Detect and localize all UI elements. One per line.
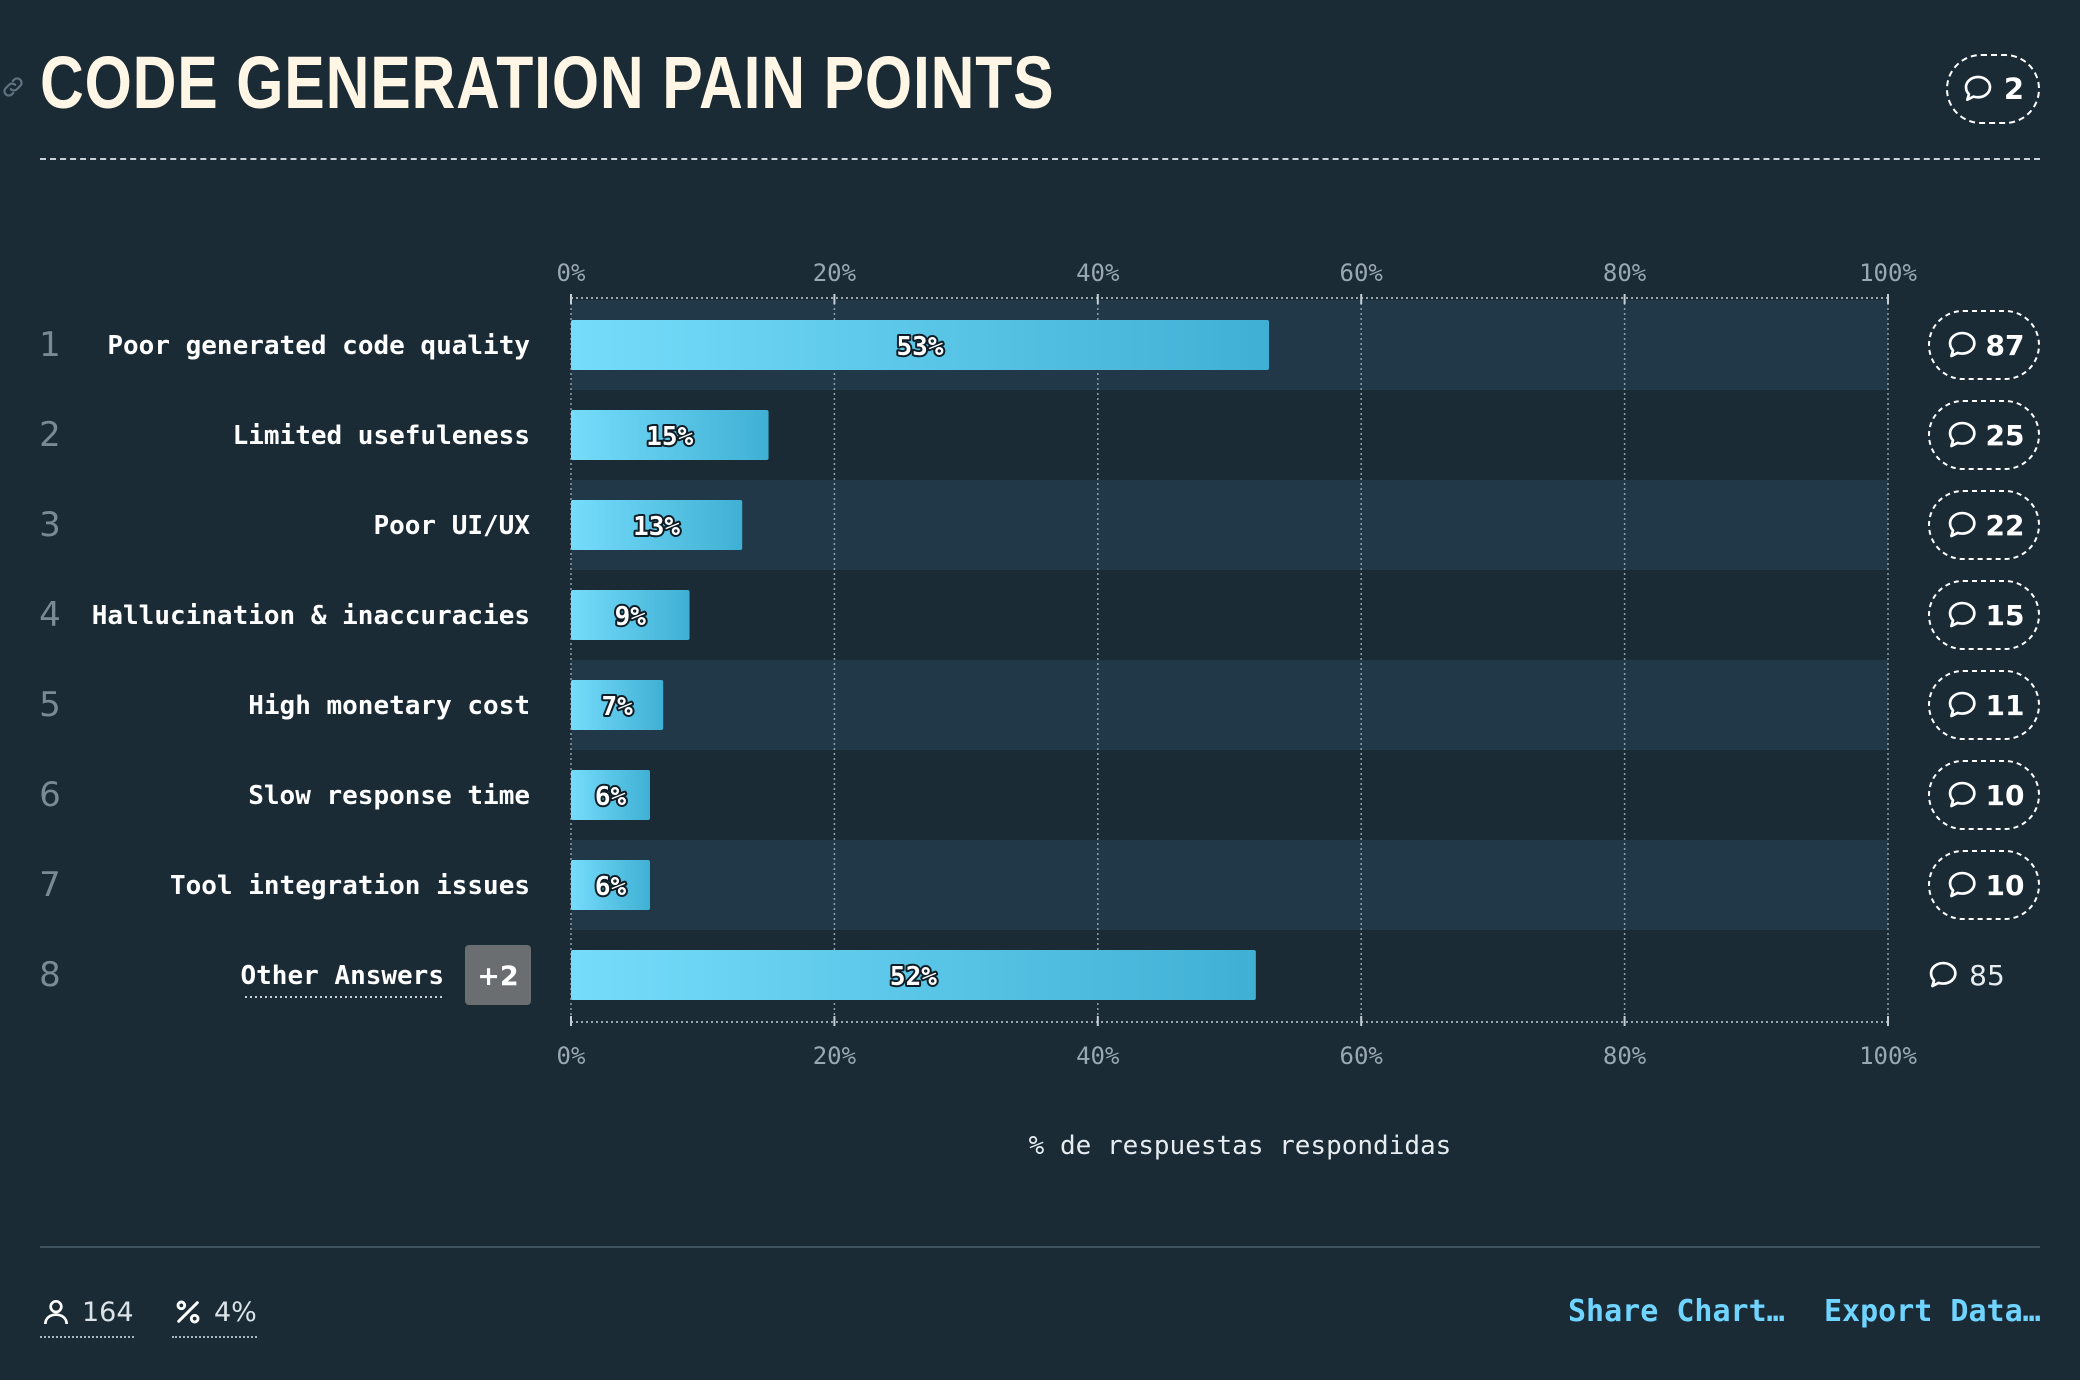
comment-icon <box>1948 601 1976 628</box>
x-axis-title: % de respuestas respondidas <box>1029 1131 1452 1161</box>
x-tick-label-top: 0% <box>557 259 586 287</box>
rank-number: 3 <box>39 505 61 545</box>
other-answers-badge[interactable] <box>465 945 531 1005</box>
bar-value-label: 9% <box>615 602 647 632</box>
bar-value-label: 6% <box>595 872 627 902</box>
comment-icon <box>1948 331 1976 358</box>
category-label: High monetary cost <box>248 691 530 721</box>
percent-stat[interactable]: 4% <box>172 1290 257 1338</box>
row-band <box>571 660 1888 750</box>
x-tick-label-bottom: 80% <box>1603 1042 1647 1070</box>
row-band <box>571 480 1888 570</box>
comment-icon <box>1964 75 1992 101</box>
comment-count-button[interactable] <box>1928 670 2040 740</box>
comment-count: 11 <box>1986 689 2025 722</box>
x-tick-label-top: 100% <box>1859 259 1917 287</box>
comment-count-button[interactable] <box>1928 580 2040 650</box>
rank-number: 5 <box>39 685 61 725</box>
rank-number: 4 <box>39 595 61 635</box>
bar <box>571 680 664 730</box>
row-band <box>571 840 1888 930</box>
rank-number: 8 <box>39 955 61 995</box>
category-label: Poor UI/UX <box>373 511 530 541</box>
rank-number: 2 <box>39 415 61 455</box>
bar-value-label: 6% <box>595 782 627 812</box>
comment-count-button[interactable] <box>1928 760 2040 830</box>
comment-icon <box>1948 511 1976 538</box>
x-tick-label-top: 40% <box>1076 259 1120 287</box>
comment-count: 22 <box>1986 509 2025 542</box>
comment-count: 10 <box>1986 779 2025 812</box>
bar-value-label: 7% <box>601 692 633 722</box>
x-tick-label-bottom: 60% <box>1340 1042 1384 1070</box>
respondents-count: 164 <box>82 1296 134 1328</box>
category-label: Slow response time <box>248 781 530 811</box>
comment-count: 25 <box>1986 419 2025 452</box>
export-data-link[interactable]: Export Data… <box>1824 1294 2041 1329</box>
rank-number: 6 <box>39 775 61 815</box>
x-tick-label-bottom: 20% <box>813 1042 857 1070</box>
bar-value-label: 13% <box>633 512 680 542</box>
bar <box>571 320 1270 370</box>
x-tick-label-bottom: 40% <box>1076 1042 1120 1070</box>
user-icon <box>44 1300 68 1325</box>
comment-icon <box>1948 781 1976 808</box>
chart-header: CODE GENERATION PAIN POINTS 2 <box>3 38 2040 160</box>
bar <box>571 500 743 550</box>
other-answers-badge-label: +2 <box>477 961 518 992</box>
bar <box>571 770 651 820</box>
category-label: Hallucination & inaccuracies <box>92 601 530 631</box>
comment-count: 10 <box>1986 869 2025 902</box>
bar <box>571 590 690 640</box>
header-comments-button[interactable]: 2 <box>1946 54 2040 124</box>
page-title: CODE GENERATION PAIN POINTS <box>40 41 1055 124</box>
bar-value-label: 52% <box>890 962 937 992</box>
comment-icon <box>1929 961 1957 988</box>
comment-count[interactable]: 85 <box>1969 959 2005 992</box>
respondents-stat[interactable]: 164 <box>40 1290 134 1338</box>
comment-icon <box>1948 421 1976 448</box>
comment-count: 15 <box>1986 599 2025 632</box>
x-tick-label-top: 80% <box>1603 259 1647 287</box>
comment-count-button[interactable] <box>1928 310 2040 380</box>
bar <box>571 950 1256 1000</box>
x-tick-label-bottom: 0% <box>557 1042 586 1070</box>
category-label: Tool integration issues <box>170 871 530 901</box>
category-label: Limited usefuleness <box>233 421 530 451</box>
comment-count-button[interactable] <box>1928 400 2040 470</box>
percent-icon <box>176 1300 200 1324</box>
link-icon[interactable] <box>0 74 26 100</box>
x-tick-label-top: 60% <box>1340 259 1384 287</box>
x-tick-label-bottom: 100% <box>1859 1042 1917 1070</box>
header-comment-count: 2 <box>2003 72 2025 106</box>
share-chart-link[interactable]: Share Chart… <box>1568 1294 1785 1329</box>
rank-number: 1 <box>39 325 61 365</box>
bar <box>571 410 769 460</box>
comment-count-button[interactable] <box>1928 850 2040 920</box>
percent-value: 4% <box>214 1296 257 1328</box>
bar-value-label: 53% <box>897 332 944 362</box>
other-answers-link[interactable]: Other Answers <box>241 961 445 991</box>
category-label: Poor generated code quality <box>107 331 530 361</box>
bar-chart: 0% 0% 20% 20% 40% 40% 60% 60% 80% 80% 100% 100% 1 Poo… <box>39 259 2040 1161</box>
x-tick-label-top: 20% <box>813 259 857 287</box>
rank-number: 7 <box>39 865 61 905</box>
bar-value-label: 15% <box>646 422 693 452</box>
comment-icon <box>1948 871 1976 898</box>
footer-divider <box>40 1246 2040 1248</box>
comment-icon <box>1948 691 1976 718</box>
comment-count-button[interactable] <box>1928 490 2040 560</box>
bar <box>571 860 651 910</box>
comment-count: 87 <box>1986 329 2025 362</box>
